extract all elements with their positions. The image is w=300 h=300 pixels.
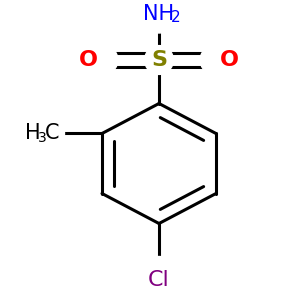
Text: S: S xyxy=(151,50,167,70)
Text: 3: 3 xyxy=(38,131,47,145)
Circle shape xyxy=(200,46,229,74)
Text: C: C xyxy=(45,124,59,143)
Text: Cl: Cl xyxy=(148,271,170,290)
Text: O: O xyxy=(79,50,98,70)
Text: NH: NH xyxy=(143,4,175,23)
Text: H: H xyxy=(25,124,41,143)
Circle shape xyxy=(145,46,173,74)
Circle shape xyxy=(146,6,172,33)
Circle shape xyxy=(28,116,64,152)
Circle shape xyxy=(89,46,118,74)
Text: 2: 2 xyxy=(171,10,180,25)
Text: O: O xyxy=(220,50,239,70)
Circle shape xyxy=(146,256,172,284)
